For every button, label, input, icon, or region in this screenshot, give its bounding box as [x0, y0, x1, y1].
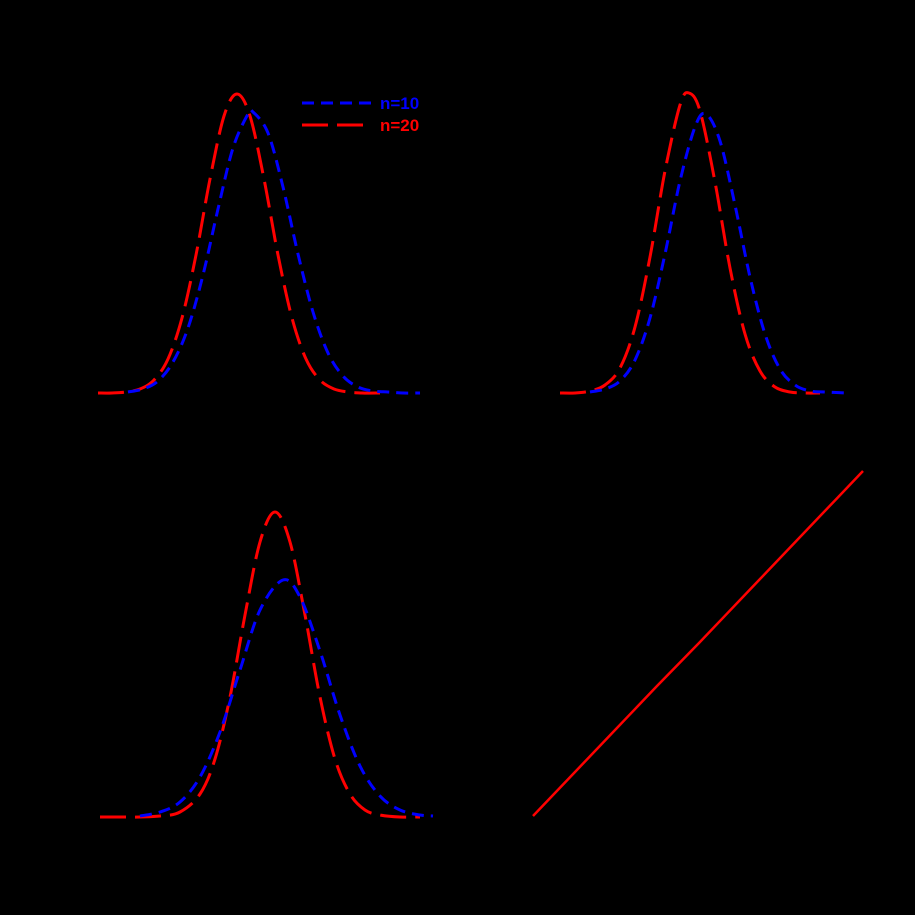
panel-bottom-left	[100, 510, 434, 819]
legend-label-n20: n=20	[380, 116, 419, 135]
density-curve-n20	[559, 91, 821, 395]
panel-bottom-right	[532, 470, 864, 817]
legend-label-n10: n=10	[380, 94, 419, 113]
panel-top-left	[97, 92, 421, 395]
legend: n=10 n=20	[302, 94, 419, 135]
density-curve-n10	[127, 108, 421, 395]
density-curve-n20	[97, 92, 381, 395]
density-curve-n10	[589, 111, 846, 395]
diagonal-line	[532, 470, 864, 817]
panel-top-right	[559, 91, 846, 395]
density-curve-n10	[139, 578, 434, 818]
density-curve-n20	[100, 510, 421, 819]
